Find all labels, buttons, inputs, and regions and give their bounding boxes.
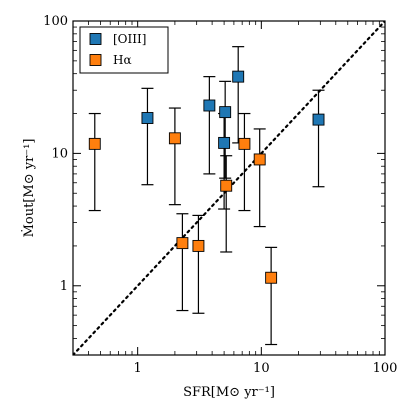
halpha-point — [238, 137, 251, 150]
oiii-point — [218, 136, 231, 149]
halpha-point — [88, 137, 101, 150]
legend-marker-oiii — [89, 33, 102, 45]
x-axis-label: SFR[M⊙ yr⁻¹] — [183, 385, 275, 400]
halpha-point — [192, 239, 205, 252]
errorbars — [88, 46, 325, 346]
halpha-point — [265, 271, 278, 284]
axis-ticks: 1 10 100 1 10 100 — [43, 14, 397, 376]
oiii-point — [232, 70, 245, 83]
y-axis-label: Ṁout[M⊙ yr⁻¹] — [20, 139, 37, 238]
halpha-point — [253, 153, 266, 166]
y-tick-label: 100 — [43, 14, 68, 29]
y-tick-label: 10 — [51, 146, 68, 161]
y-tick-label: 1 — [60, 279, 68, 294]
oiii-point — [203, 99, 216, 112]
oiii-point — [141, 112, 154, 124]
oiii-point — [219, 106, 232, 119]
legend: [OIII] Hα — [79, 26, 169, 74]
x-tick-label: 10 — [253, 361, 270, 376]
markers — [88, 70, 325, 284]
halpha-point — [168, 132, 181, 145]
x-tick-label: 100 — [373, 361, 398, 376]
oiii-point — [312, 113, 325, 126]
halpha-point — [176, 237, 189, 250]
legend-marker-halpha — [89, 54, 102, 66]
halpha-point — [220, 179, 233, 192]
x-tick-label: 1 — [134, 361, 142, 376]
legend-label-halpha: Hα — [113, 53, 132, 67]
legend-label-oiii: [OIII] — [113, 32, 146, 46]
